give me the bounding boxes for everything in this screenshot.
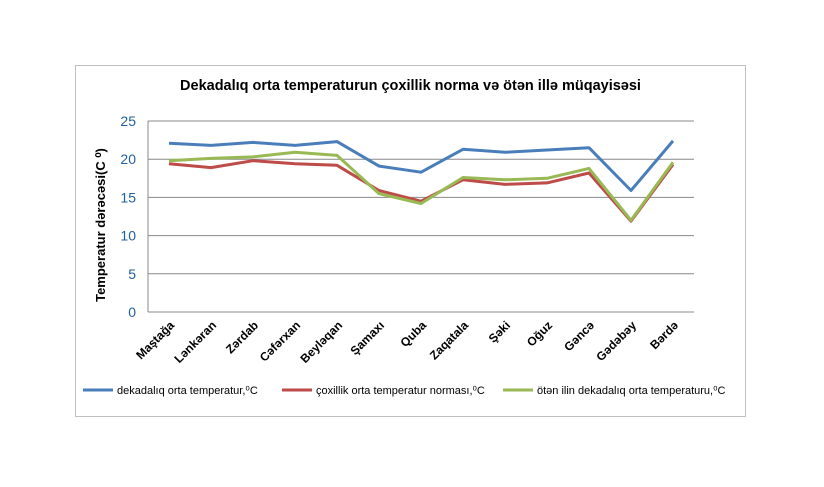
legend-label: çoxillik orta temperatur norması,⁰C [316,385,485,397]
y-axis-ticks: 0 5 10 15 20 25 [120,113,136,320]
gridlines [147,120,694,313]
y-tick-label: 0 [128,304,136,320]
chart-title: Dekadalıq orta temperaturun çoxillik nor… [180,78,641,94]
series-line-3 [168,150,675,222]
x-tick-label: Oğuz [524,318,555,349]
series-line-1 [168,139,675,192]
x-tick-label: Şəki [486,318,513,345]
x-tick-label: Bərdə [647,318,681,352]
x-tick-label: Şamaxı [348,318,388,358]
y-tick-label: 15 [120,189,136,205]
x-tick-label: Lənkəran [171,318,219,366]
chart-frame [75,65,746,417]
series-line-2 [168,159,675,223]
x-tick-label: Gədəbəy [593,318,639,364]
legend-label: dekadalıq orta temperatur,⁰C [117,385,258,397]
legend-label: ötən ilin dekadalıq orta temperaturu,⁰C [537,385,726,397]
series-lines [168,139,675,223]
y-tick-label: 25 [120,113,136,129]
x-tick-label: Beyləqan [297,318,345,366]
x-tick-label: Zərdab [223,318,261,356]
x-tick-label: Gəncə [561,318,597,354]
y-tick-label: 10 [120,228,136,244]
x-tick-label: Cəfərxan [257,318,303,364]
y-tick-label: 5 [128,266,136,282]
x-tick-label: Quba [398,318,430,350]
x-tick-label: Zaqatala [427,318,472,363]
y-tick-label: 20 [120,151,136,167]
legend: dekadalıq orta temperatur,⁰C çoxillik ort… [83,385,726,397]
